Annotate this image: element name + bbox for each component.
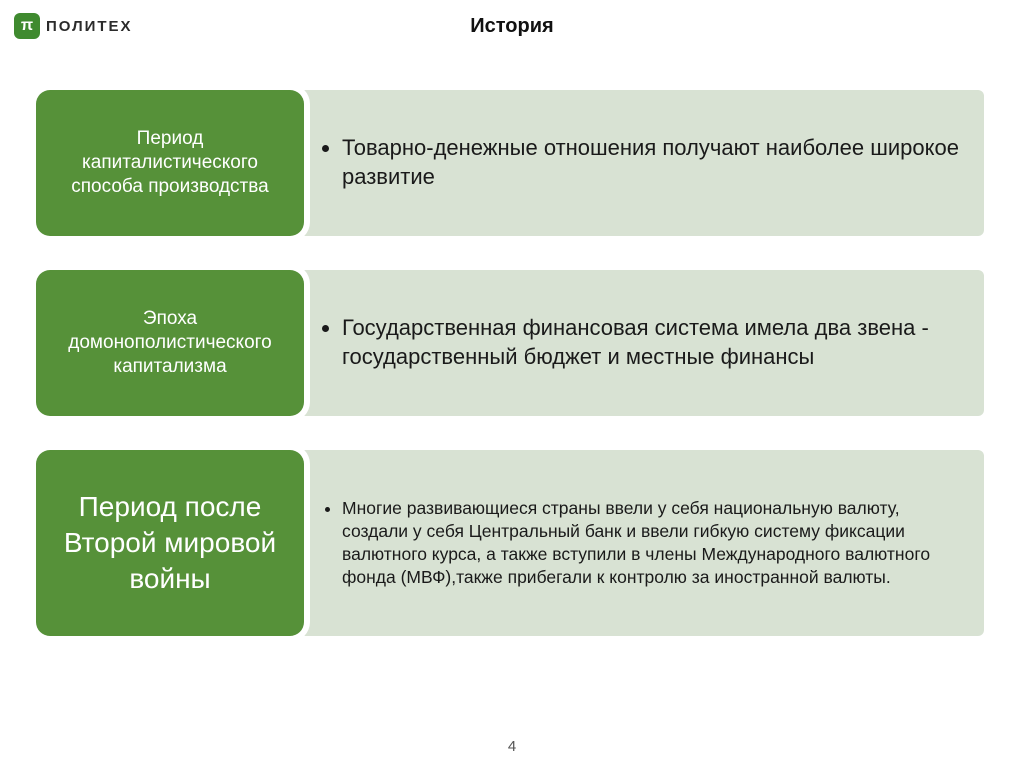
bullet-text: Государственная финансовая система имела… xyxy=(342,314,962,371)
logo-symbol: π xyxy=(21,17,33,35)
history-row: Эпоха домонополистического капитализма Г… xyxy=(36,270,984,416)
period-description: Государственная финансовая система имела… xyxy=(290,270,984,416)
period-description: Многие развивающиеся страны ввели у себя… xyxy=(290,450,984,636)
period-label: Период капиталистического способа произв… xyxy=(36,90,304,236)
history-row: Период капиталистического способа произв… xyxy=(36,90,984,236)
slide-header: π ПОЛИТЕХ История xyxy=(14,8,1010,44)
period-label: Период после Второй мировой войны xyxy=(36,450,304,636)
logo: π ПОЛИТЕХ xyxy=(14,13,133,39)
page-number: 4 xyxy=(508,738,516,755)
bullet-text: Товарно-денежные отношения получают наиб… xyxy=(342,134,962,191)
period-description: Товарно-денежные отношения получают наиб… xyxy=(290,90,984,236)
history-row: Период после Второй мировой войны Многие… xyxy=(36,450,984,636)
page-title: История xyxy=(470,15,553,38)
content-area: Период капиталистического способа произв… xyxy=(36,90,984,636)
period-label: Эпоха домонополистического капитализма xyxy=(36,270,304,416)
logo-icon: π xyxy=(14,13,40,39)
bullet-text: Многие развивающиеся страны ввели у себя… xyxy=(342,497,962,589)
logo-text: ПОЛИТЕХ xyxy=(46,18,133,35)
